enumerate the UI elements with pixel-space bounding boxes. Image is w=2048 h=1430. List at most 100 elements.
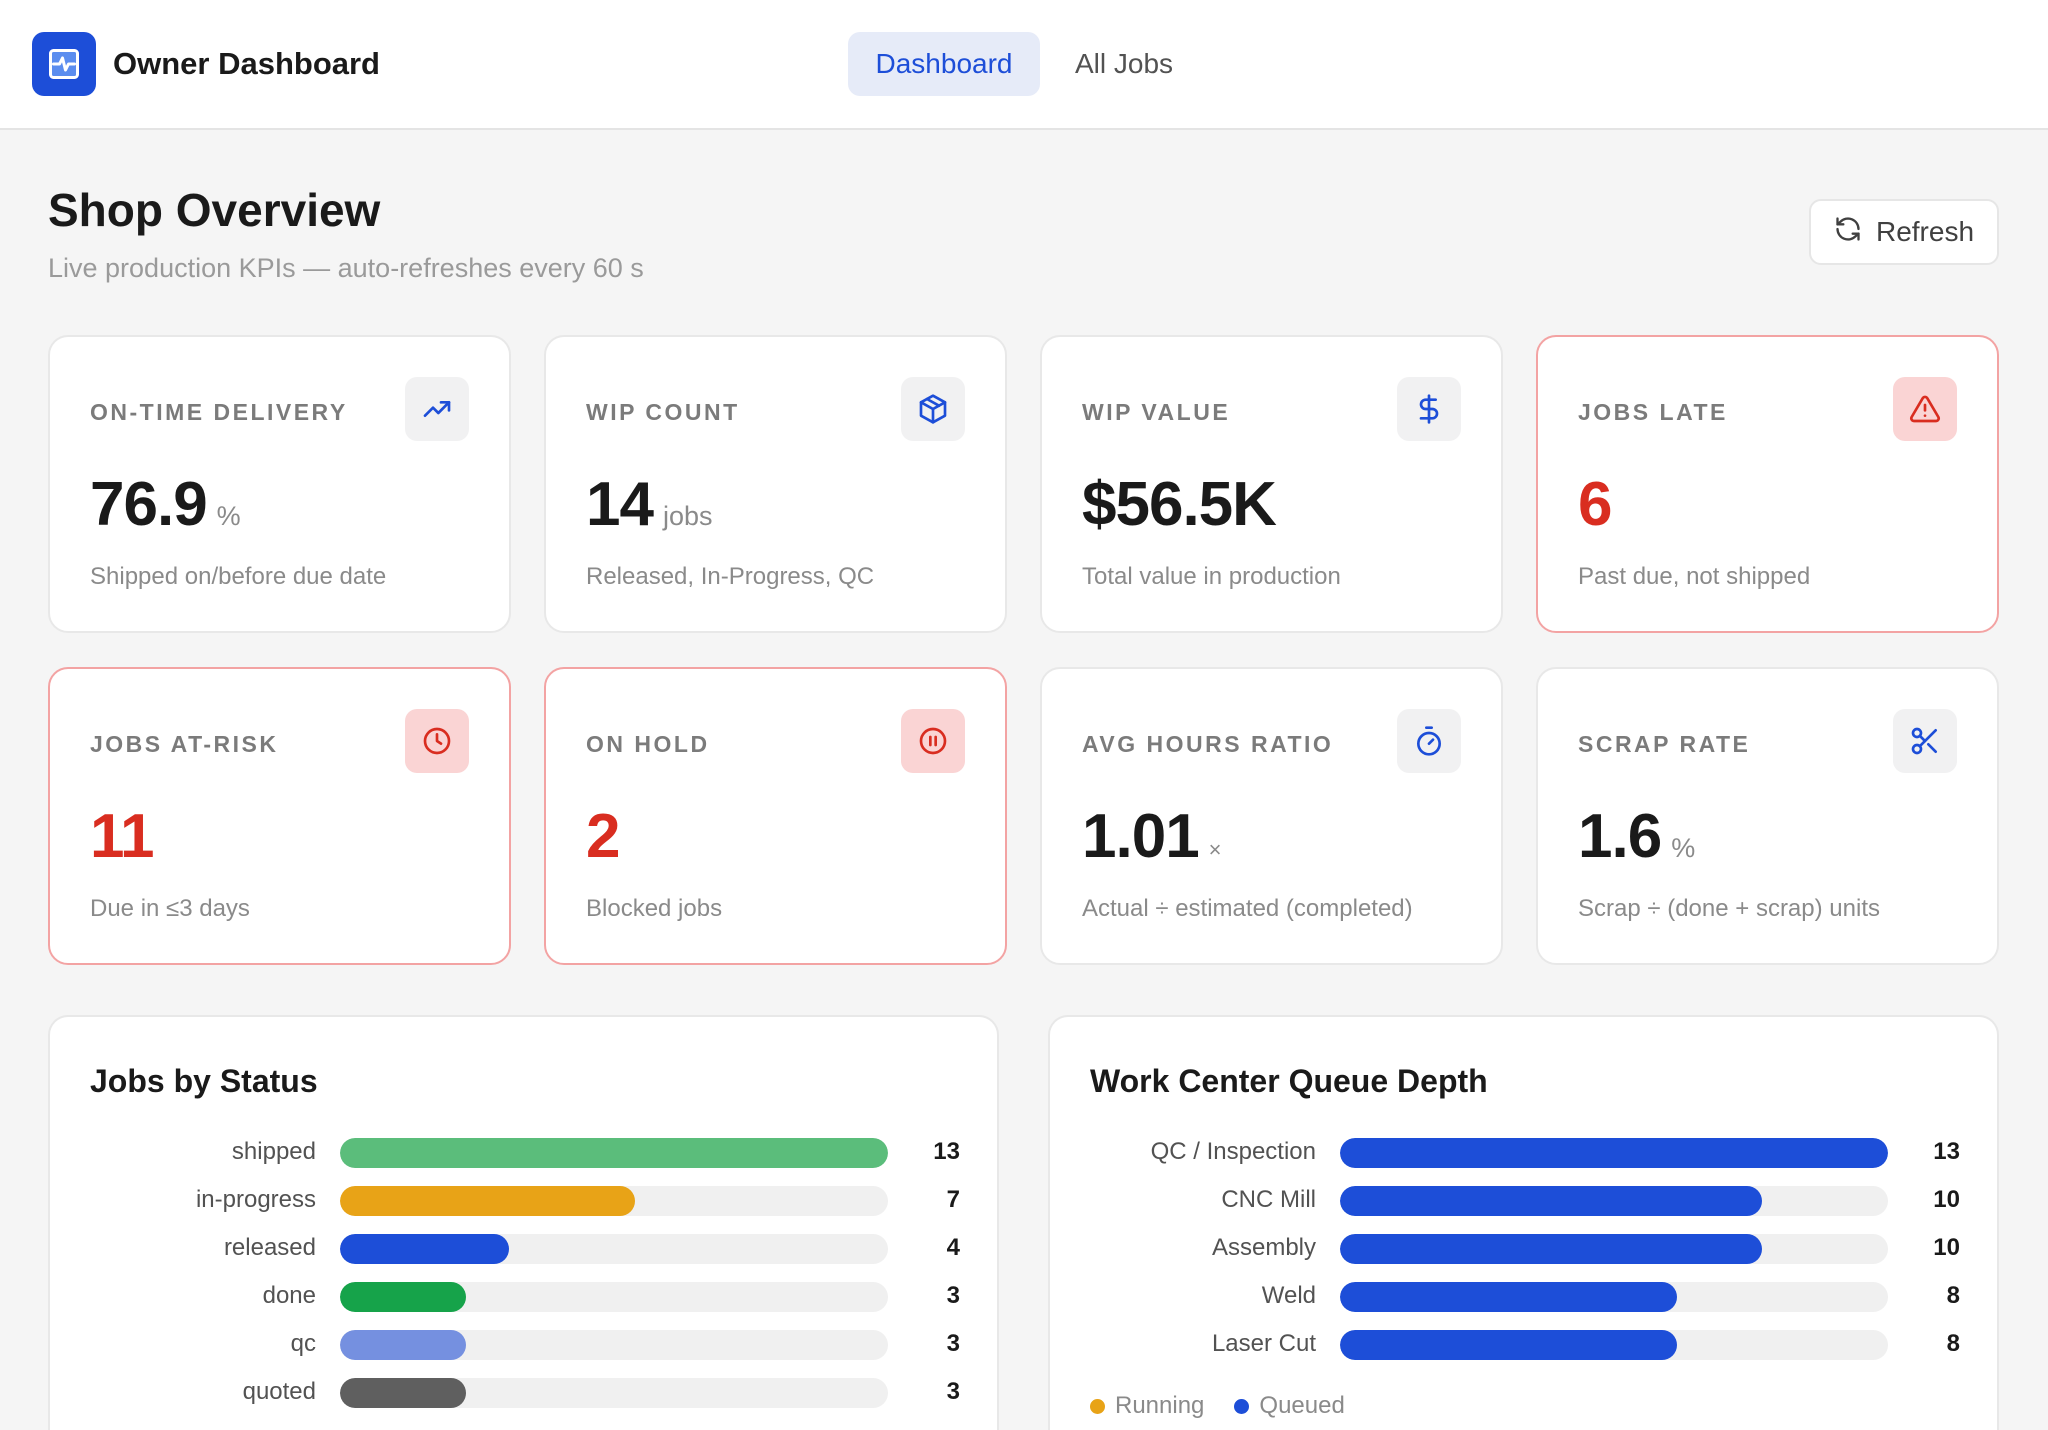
- kpi-label: ON-TIME DELIVERY: [90, 399, 348, 425]
- refresh-icon: [1834, 215, 1862, 250]
- page-subtitle: Live production KPIs — auto-refreshes ev…: [48, 253, 644, 283]
- kpi-description: Due in ≤3 days: [90, 895, 250, 922]
- bar-row-quoted: quoted 3: [50, 1376, 997, 1408]
- kpi-unit: %: [216, 501, 241, 531]
- kpi-description: Scrap ÷ (done + scrap) units: [1578, 895, 1880, 922]
- bar-value-label: 10: [1933, 1234, 1960, 1261]
- bar-row-assembly: Assembly 10: [1050, 1232, 1997, 1264]
- bar-track: [340, 1234, 888, 1264]
- bar-track: [340, 1138, 888, 1168]
- legend-item-running: Running: [1090, 1392, 1204, 1420]
- trending-up-icon: [405, 377, 469, 441]
- kpi-card-avg-hours-ratio[interactable]: AVG HOURS RATIO 1.01 × Actual ÷ estimate…: [1040, 667, 1503, 965]
- bar-track: [1340, 1234, 1888, 1264]
- bar: [340, 1138, 888, 1168]
- bar-row-in-progress: in-progress 7: [50, 1184, 997, 1216]
- bar-label: Weld: [1261, 1282, 1316, 1309]
- bar: [340, 1234, 509, 1264]
- bar-track: [1340, 1330, 1888, 1360]
- bar-value-label: 8: [1946, 1330, 1960, 1357]
- bar: [1340, 1186, 1762, 1216]
- bar-track: [1340, 1186, 1888, 1216]
- kpi-value: 14: [586, 470, 654, 539]
- kpi-value: $56.5K: [1082, 470, 1277, 539]
- kpi-card-jobs-late[interactable]: JOBS LATE 6 Past due, not shipped: [1536, 335, 1999, 633]
- bar-value-label: 8: [1946, 1282, 1960, 1309]
- bar-track: [340, 1330, 888, 1360]
- kpi-value: 1.6: [1578, 802, 1662, 871]
- bar-label: released: [223, 1234, 316, 1261]
- legend-dot-running: [1090, 1398, 1105, 1414]
- kpi-label: JOBS LATE: [1578, 399, 1728, 425]
- kpi-value: 6: [1578, 470, 1612, 539]
- kpi-description: Actual ÷ estimated (completed): [1082, 895, 1413, 922]
- kpi-value: 11: [90, 802, 155, 871]
- tab-dashboard[interactable]: Dashboard: [848, 32, 1040, 96]
- bar-row-cnc-mill: CNC Mill 10: [1050, 1184, 1997, 1216]
- bar-value-label: 10: [1933, 1186, 1960, 1213]
- bar-label: qc: [290, 1330, 316, 1357]
- kpi-label: AVG HOURS RATIO: [1082, 731, 1334, 757]
- bar-label: Assembly: [1211, 1234, 1316, 1261]
- legend-item-queued: Queued: [1234, 1392, 1345, 1420]
- dollar-icon: [1397, 377, 1461, 441]
- bar: [340, 1186, 635, 1216]
- kpi-value: 76.9: [90, 470, 208, 539]
- bar: [340, 1378, 466, 1408]
- bar-row-qc: qc 3: [50, 1328, 997, 1360]
- legend-label: Queued: [1259, 1392, 1345, 1419]
- kpi-unit: ×: [1208, 837, 1222, 862]
- work-center-queue-panel: Work Center Queue Depth QC / Inspection 1…: [1048, 1015, 1999, 1430]
- kpi-value: 1.01: [1082, 802, 1200, 871]
- bar-label: quoted: [242, 1378, 316, 1405]
- scissors-icon: [1893, 709, 1957, 773]
- bar: [340, 1330, 466, 1360]
- refresh-label: Refresh: [1875, 216, 1975, 247]
- bar-label: Laser Cut: [1211, 1330, 1316, 1357]
- app-logo-icon[interactable]: [32, 32, 96, 96]
- bar-row-weld: Weld 8: [1050, 1280, 1997, 1312]
- bar-row-qc-inspection: QC / Inspection 13: [1050, 1136, 1997, 1168]
- kpi-card-wip-value[interactable]: WIP VALUE $56.5K Total value in producti…: [1040, 335, 1503, 633]
- bar: [1340, 1234, 1762, 1264]
- kpi-card-on-time-delivery[interactable]: ON-TIME DELIVERY 76.9 % Shipped on/befor…: [48, 335, 511, 633]
- bar-label: CNC Mill: [1221, 1186, 1316, 1213]
- bar-value-label: 7: [946, 1186, 960, 1213]
- bar-value-label: 3: [946, 1378, 960, 1405]
- panel-title: Jobs by Status: [90, 1063, 318, 1099]
- bar-value-label: 13: [1933, 1138, 1960, 1165]
- package-icon: [901, 377, 965, 441]
- bar-row-released: released 4: [50, 1232, 997, 1264]
- kpi-description: Blocked jobs: [586, 895, 723, 922]
- kpi-card-scrap-rate[interactable]: SCRAP RATE 1.6 % Scrap ÷ (done + scrap) …: [1536, 667, 1999, 965]
- kpi-label: JOBS AT-RISK: [90, 731, 279, 757]
- top-bar: Owner Dashboard Dashboard All Jobs: [0, 0, 2048, 130]
- bar-track: [1340, 1282, 1888, 1312]
- legend-label: Running: [1115, 1392, 1205, 1419]
- bar-value-label: 3: [946, 1330, 960, 1357]
- kpi-description: Past due, not shipped: [1578, 563, 1811, 590]
- kpi-card-jobs-at-risk[interactable]: JOBS AT-RISK 11 Due in ≤3 days: [48, 667, 511, 965]
- bar-row-done: done 3: [50, 1280, 997, 1312]
- tab-all-jobs[interactable]: All Jobs: [1074, 48, 1174, 79]
- kpi-card-on-hold[interactable]: ON HOLD 2 Blocked jobs: [544, 667, 1007, 965]
- clock-icon: [405, 709, 469, 773]
- kpi-value: 2: [586, 802, 620, 871]
- bar: [1340, 1138, 1888, 1168]
- kpi-description: Shipped on/before due date: [90, 563, 387, 590]
- bar-label: done: [262, 1282, 316, 1309]
- kpi-unit: %: [1671, 833, 1696, 863]
- kpi-unit: jobs: [662, 501, 713, 531]
- bar: [1340, 1330, 1677, 1360]
- kpi-card-wip-count[interactable]: WIP COUNT 14 jobs Released, In-Progress,…: [544, 335, 1007, 633]
- bar: [340, 1282, 466, 1312]
- bar-value-label: 4: [946, 1234, 960, 1261]
- bar-row-shipped: shipped 13: [50, 1136, 997, 1168]
- bar-value-label: 3: [946, 1282, 960, 1309]
- pause-icon: [901, 709, 965, 773]
- kpi-description: Total value in production: [1082, 563, 1341, 590]
- stopwatch-icon: [1397, 709, 1461, 773]
- refresh-button[interactable]: Refresh: [1809, 199, 1999, 265]
- bar-track: [340, 1282, 888, 1312]
- jobs-by-status-panel: Jobs by Status shipped 13 in-progress 7 rele…: [48, 1015, 999, 1430]
